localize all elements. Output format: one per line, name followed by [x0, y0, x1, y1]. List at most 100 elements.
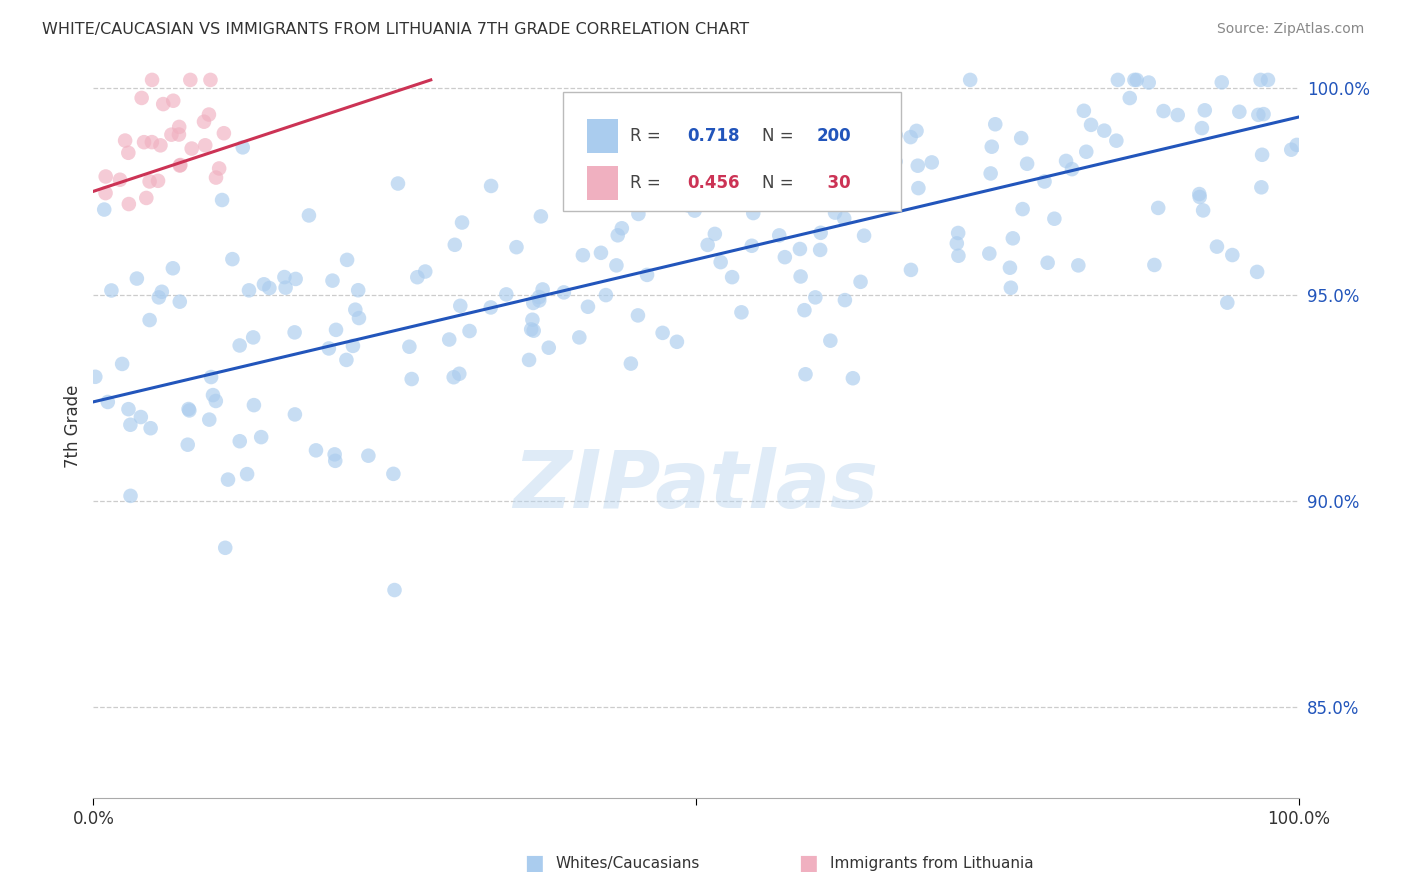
Point: [236, 467, 259, 482]
Point: [984, 117, 1007, 131]
Point: [259, 281, 281, 295]
Point: [644, 191, 666, 205]
Point: [284, 272, 307, 286]
Text: ZIPatlas: ZIPatlas: [513, 447, 879, 525]
Point: [401, 372, 423, 386]
Point: [100, 284, 122, 298]
Point: [636, 268, 658, 282]
Point: [406, 270, 429, 285]
Point: [676, 198, 699, 212]
Point: [589, 196, 612, 211]
Point: [1054, 153, 1077, 168]
Point: [804, 290, 827, 304]
Point: [1067, 259, 1090, 273]
Point: [884, 154, 907, 169]
Point: [318, 342, 340, 356]
Point: [820, 334, 842, 348]
Point: [148, 290, 170, 304]
Point: [118, 197, 141, 211]
Text: N =: N =: [762, 174, 799, 192]
Point: [451, 215, 474, 229]
Point: [298, 209, 321, 223]
Point: [336, 252, 359, 267]
Point: [1073, 103, 1095, 118]
Point: [208, 161, 231, 176]
Point: [321, 274, 343, 288]
Point: [1250, 180, 1272, 194]
Point: [568, 330, 591, 344]
Point: [522, 296, 544, 310]
Text: R =: R =: [630, 174, 665, 192]
Point: [169, 159, 191, 173]
Point: [169, 158, 191, 172]
Point: [135, 191, 157, 205]
Point: [180, 142, 202, 156]
Text: Source: ZipAtlas.com: Source: ZipAtlas.com: [1216, 22, 1364, 37]
Point: [443, 237, 465, 252]
Point: [141, 73, 163, 87]
Point: [643, 194, 665, 208]
Point: [980, 166, 1002, 180]
Point: [149, 138, 172, 153]
Y-axis label: 7th Grade: 7th Grade: [65, 385, 82, 468]
Text: ■: ■: [524, 854, 544, 873]
Text: 200: 200: [817, 128, 851, 145]
Point: [84, 369, 107, 384]
Point: [1227, 104, 1250, 119]
Point: [773, 250, 796, 264]
Point: [710, 255, 733, 269]
Point: [1285, 137, 1308, 152]
Point: [907, 181, 929, 195]
Text: 0.456: 0.456: [688, 174, 740, 192]
Point: [627, 309, 650, 323]
Point: [730, 305, 752, 319]
Point: [162, 261, 184, 276]
Point: [517, 353, 540, 368]
Point: [1043, 211, 1066, 226]
Point: [232, 140, 254, 154]
Point: [553, 285, 575, 300]
Point: [1125, 73, 1147, 87]
Bar: [588, 120, 617, 153]
Point: [458, 324, 481, 338]
Point: [980, 139, 1002, 153]
Point: [111, 357, 134, 371]
Point: [250, 430, 273, 444]
Point: [167, 128, 190, 142]
Point: [228, 338, 250, 352]
Point: [856, 153, 879, 168]
Point: [449, 299, 471, 313]
Point: [1153, 104, 1175, 119]
Point: [1257, 73, 1279, 87]
Point: [169, 294, 191, 309]
Point: [900, 263, 922, 277]
Point: [832, 211, 855, 226]
Point: [357, 449, 380, 463]
Point: [1107, 73, 1129, 87]
Point: [384, 582, 406, 597]
Point: [1192, 203, 1215, 218]
Point: [129, 410, 152, 425]
Point: [831, 159, 853, 173]
Point: [531, 282, 554, 296]
Point: [824, 205, 846, 219]
Point: [1076, 145, 1098, 159]
Point: [1033, 174, 1056, 188]
Point: [1216, 295, 1239, 310]
Point: [789, 269, 811, 284]
Point: [794, 368, 817, 382]
Point: [152, 97, 174, 112]
Point: [1143, 258, 1166, 272]
Point: [741, 239, 763, 253]
Point: [946, 236, 969, 251]
Point: [114, 134, 136, 148]
Point: [588, 178, 610, 192]
Text: 30: 30: [817, 174, 851, 192]
Point: [921, 155, 943, 169]
Point: [138, 174, 160, 188]
Point: [1247, 108, 1270, 122]
Point: [1246, 265, 1268, 279]
Point: [238, 283, 260, 297]
Point: [610, 221, 633, 235]
Point: [849, 275, 872, 289]
